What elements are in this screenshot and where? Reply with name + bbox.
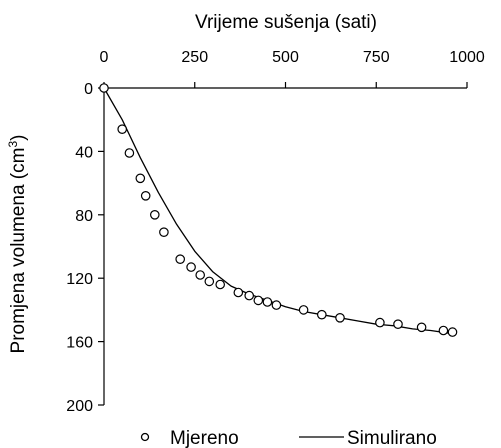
- mjereno-point: [135, 173, 146, 184]
- mjereno-point: [140, 191, 151, 201]
- y-ticks: 0 40 80 120 160 200: [66, 81, 104, 415]
- y-tick-label: 0: [84, 81, 93, 98]
- mjereno-point: [117, 124, 127, 134]
- mjereno-point: [124, 148, 135, 158]
- y-tick-label: 120: [66, 271, 93, 288]
- mjereno-point: [416, 322, 427, 333]
- y-tick-label: 80: [75, 208, 93, 225]
- legend: Mjereno Simulirano: [140, 428, 437, 448]
- mjereno-point: [438, 325, 449, 336]
- y-tick-label: 200: [66, 398, 93, 415]
- y-axis-title: Promjena volumena (cm3): [6, 135, 29, 354]
- mjereno-point: [393, 319, 403, 329]
- mjereno-point: [186, 262, 196, 272]
- mjereno-point: [99, 83, 109, 93]
- mjereno-point: [175, 254, 185, 265]
- mjereno-point: [262, 297, 273, 307]
- y-axis-title-superscript: 3: [6, 141, 20, 148]
- mjereno-point: [159, 227, 169, 237]
- legend-label-mjereno: Mjereno: [170, 428, 239, 448]
- mjereno-point: [195, 270, 205, 280]
- mjereno-point: [447, 327, 458, 337]
- y-tick-label: 40: [75, 144, 93, 161]
- legend-marker-mjereno: [140, 432, 150, 442]
- mjereno-point: [375, 317, 385, 328]
- legend-label-simulirano: Simulirano: [347, 428, 437, 448]
- mjereno-point: [253, 295, 264, 306]
- mjereno-point: [316, 309, 327, 320]
- x-tick-label: 0: [100, 49, 109, 66]
- y-axis-title-main: Promjena volumena (cm: [8, 148, 29, 354]
- mjereno-point: [150, 210, 160, 220]
- x-tick-label: 500: [272, 49, 299, 66]
- mjereno-series: [99, 83, 458, 337]
- x-tick-label: 1000: [449, 49, 485, 66]
- mjereno-point: [215, 279, 225, 290]
- mjereno-point: [233, 287, 244, 298]
- x-tick-label: 750: [363, 49, 390, 66]
- y-tick-label: 160: [66, 335, 93, 352]
- mjereno-point: [271, 300, 282, 310]
- x-axis-title: Vrijeme sušenja (sati): [195, 12, 377, 33]
- mjereno-point: [298, 305, 309, 315]
- x-tick-label: 250: [181, 49, 208, 66]
- mjereno-point: [204, 276, 215, 287]
- x-ticks: 0 250 500 750 1000: [100, 49, 485, 88]
- axes: [103, 87, 467, 405]
- mjereno-point: [244, 290, 254, 301]
- y-axis-title-close: ): [8, 135, 29, 141]
- mjereno-point: [335, 312, 345, 323]
